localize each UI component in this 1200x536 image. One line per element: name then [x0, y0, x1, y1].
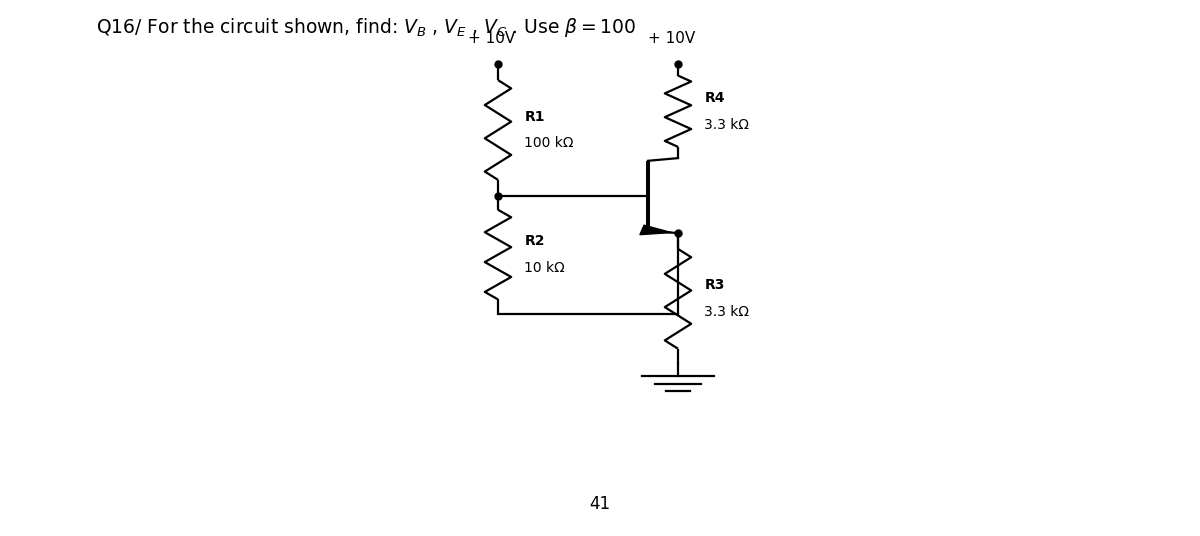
Text: R3: R3: [704, 278, 725, 293]
Text: R1: R1: [524, 109, 545, 124]
Text: Q16/ For the circuit shown, find: $V_B$ , $V_E$ , $V_C$ . Use $\beta = 100$: Q16/ For the circuit shown, find: $V_B$ …: [96, 16, 636, 39]
Text: R2: R2: [524, 234, 545, 248]
Text: 3.3 kΩ: 3.3 kΩ: [704, 305, 749, 319]
Text: + 10V: + 10V: [468, 31, 516, 46]
Text: 41: 41: [589, 495, 611, 513]
Text: 10 kΩ: 10 kΩ: [524, 261, 565, 275]
Polygon shape: [640, 225, 671, 235]
Text: + 10V: + 10V: [648, 31, 696, 46]
Text: 3.3 kΩ: 3.3 kΩ: [704, 117, 749, 132]
Text: 100 kΩ: 100 kΩ: [524, 136, 574, 151]
Text: R4: R4: [704, 91, 725, 105]
